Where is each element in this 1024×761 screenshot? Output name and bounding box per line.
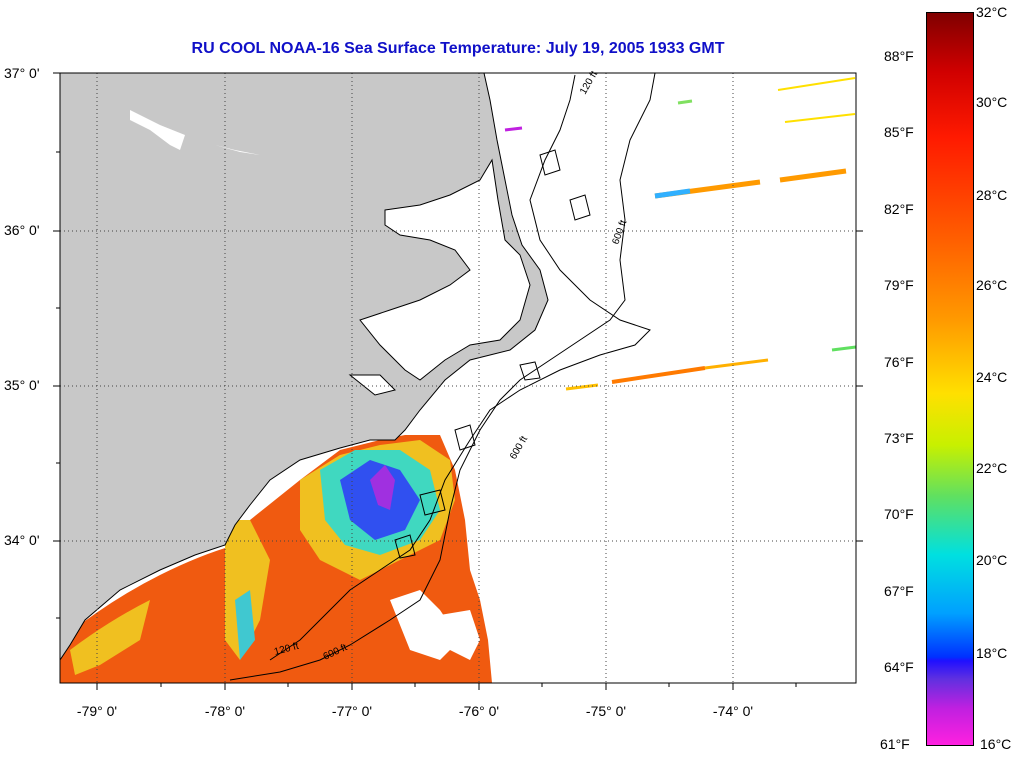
lon-label-75: -75° 0' <box>585 703 627 719</box>
map-frame <box>59 72 857 684</box>
map-title: RU COOL NOAA-16 Sea Surface Temperature:… <box>191 40 725 57</box>
c-label-28: 28°C <box>976 187 1008 203</box>
c-label-24: 24°C <box>976 369 1008 385</box>
c-label-30: 30°C <box>976 94 1008 110</box>
f-label-64: 64°F <box>884 659 914 675</box>
tick-marks <box>53 72 863 690</box>
lat-label-36: 36° 0' <box>4 222 40 238</box>
c-label-32: 32°C <box>976 4 1008 20</box>
f-label-88: 88°F <box>884 48 914 64</box>
lon-label-78: -78° 0' <box>204 703 246 719</box>
f-label-76: 76°F <box>884 354 914 370</box>
f-label-67: 67°F <box>884 583 914 599</box>
f-label-73: 73°F <box>884 430 914 446</box>
f-label-70: 70°F <box>884 506 914 522</box>
f-label-82: 82°F <box>884 201 914 217</box>
lat-label-37: 37° 0' <box>4 65 40 81</box>
lon-label-74: -74° 0' <box>712 703 754 719</box>
c-label-20: 20°C <box>976 552 1008 568</box>
c-label-22: 22°C <box>976 460 1008 476</box>
f-label-85: 85°F <box>884 124 914 140</box>
lon-label-79: -79° 0' <box>76 703 118 719</box>
color-scale-bar <box>926 12 974 746</box>
lat-label-35: 35° 0' <box>4 377 40 393</box>
lon-label-77: -77° 0' <box>331 703 373 719</box>
c-label-18: 18°C <box>976 645 1008 661</box>
depth-contours <box>229 72 656 681</box>
sst-imagery <box>60 435 492 683</box>
c-label-26: 26°C <box>976 277 1008 293</box>
graticule <box>60 73 856 683</box>
lon-label-76: -76° 0' <box>458 703 500 719</box>
f-label-61: 61°F <box>880 736 910 752</box>
lat-label-34: 34° 0' <box>4 532 40 548</box>
f-label-79: 79°F <box>884 277 914 293</box>
c-label-16: 16°C <box>980 736 1012 752</box>
